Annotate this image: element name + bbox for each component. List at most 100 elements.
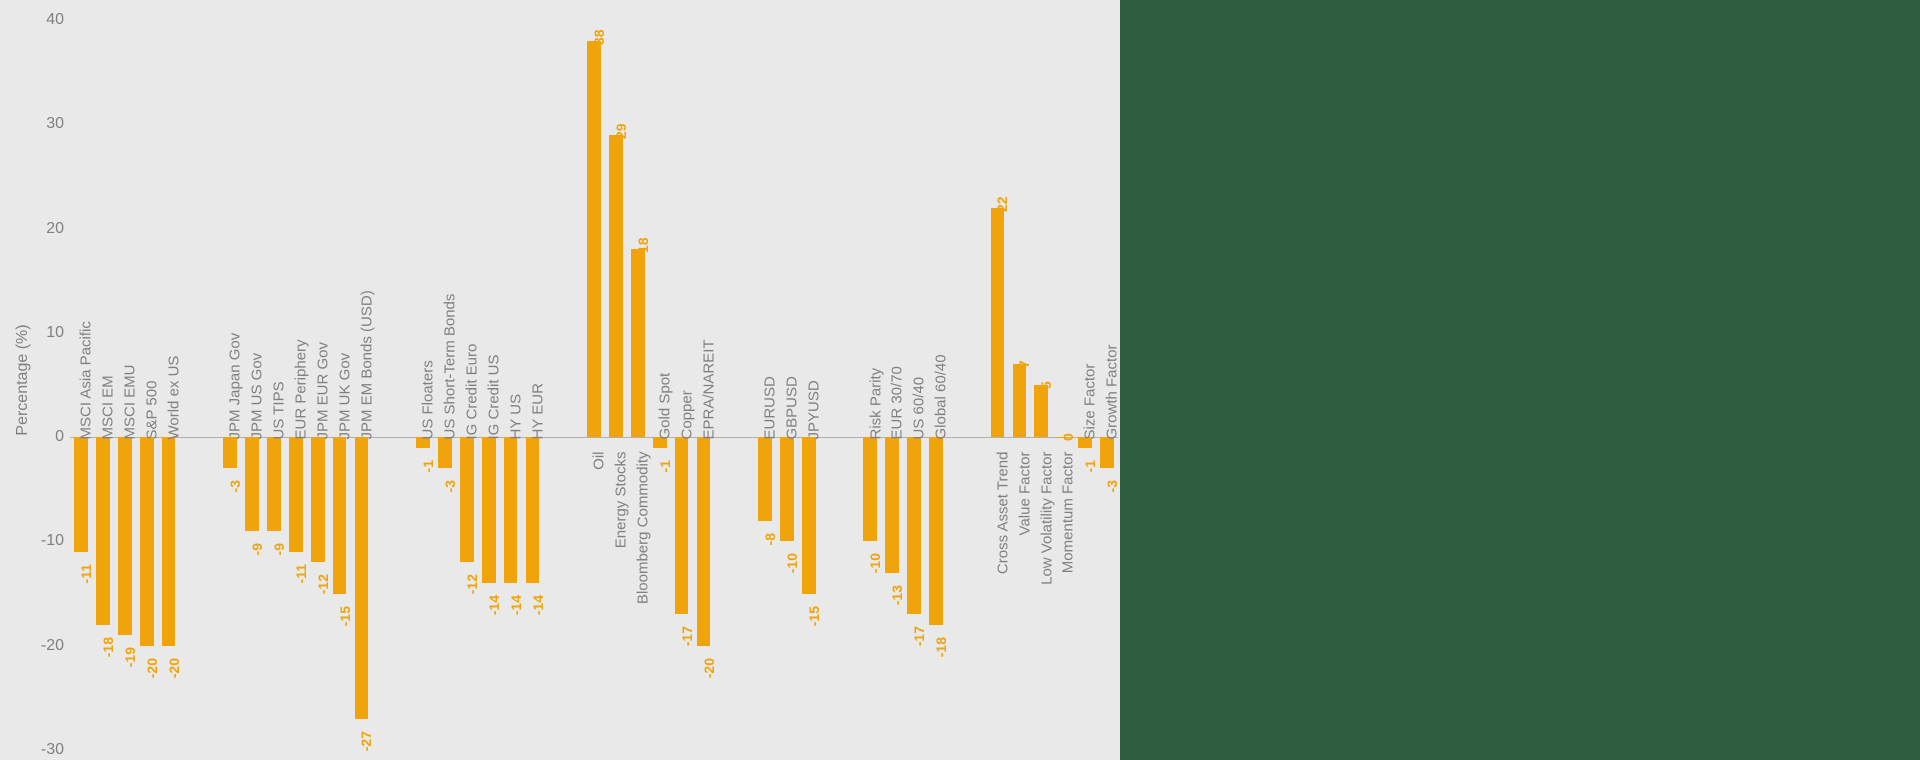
value-label: -18	[933, 637, 949, 657]
category-label: US Short-Term Bonds	[442, 294, 459, 440]
bar	[991, 208, 1005, 437]
value-label: -20	[144, 658, 160, 678]
bar	[438, 437, 452, 468]
category-label: IG Credit Euro	[464, 344, 481, 440]
value-label: -14	[530, 595, 546, 615]
category-label: Cross Asset Trend	[994, 452, 1011, 575]
bar	[289, 437, 303, 552]
value-label: -14	[486, 595, 502, 615]
bar	[118, 437, 132, 635]
category-label: JPM US Gov	[249, 353, 266, 440]
value-label: 5	[1038, 381, 1054, 389]
value-label: -12	[315, 574, 331, 594]
category-label: GBPUSD	[784, 376, 801, 439]
bar	[907, 437, 921, 614]
bar	[885, 437, 899, 573]
value-label: -8	[762, 533, 778, 545]
value-label: -17	[679, 626, 695, 646]
bar	[1034, 385, 1048, 437]
category-label: Momentum Factor	[1060, 452, 1077, 574]
value-label: -10	[867, 553, 883, 573]
value-label: -3	[442, 480, 458, 492]
category-label: MSCI EMU	[122, 365, 139, 440]
value-label: -15	[337, 606, 353, 626]
y-tick-label: 20	[14, 220, 64, 238]
category-label: Oil	[591, 452, 608, 470]
category-label: JPM EUR Gov	[314, 342, 331, 440]
category-label: JPM EM Bonds (USD)	[358, 290, 375, 439]
value-label: -15	[806, 606, 822, 626]
bar	[223, 437, 237, 468]
category-label: S&P 500	[143, 381, 160, 440]
bar	[96, 437, 110, 625]
category-label: World ex US	[165, 356, 182, 440]
value-label: -9	[249, 543, 265, 555]
category-label: US Floaters	[420, 360, 437, 439]
category-label: HY EUR	[529, 383, 546, 439]
value-label: -1	[657, 460, 673, 472]
bar	[140, 437, 154, 646]
y-tick-label: -20	[14, 637, 64, 655]
value-label: -12	[464, 574, 480, 594]
bar	[460, 437, 474, 562]
bar	[758, 437, 772, 520]
value-label: -3	[1104, 480, 1120, 492]
value-label: 0	[1060, 433, 1076, 441]
value-label: -1	[1082, 460, 1098, 472]
value-label: -18	[100, 637, 116, 657]
category-label: US TIPS	[271, 382, 288, 440]
category-label: JPYUSD	[806, 380, 823, 439]
value-label: -27	[358, 731, 374, 751]
bar	[863, 437, 877, 541]
category-label: EPRA/NAREIT	[700, 340, 717, 440]
category-label: Low Volatility Factor	[1038, 452, 1055, 585]
value-label: -14	[508, 595, 524, 615]
value-label: -20	[166, 658, 182, 678]
bar	[929, 437, 943, 625]
bar	[355, 437, 369, 719]
category-label: Growth Factor	[1104, 345, 1121, 440]
bar	[780, 437, 794, 541]
category-label: JPM UK Gov	[336, 353, 353, 440]
category-label: Bloomberg Commodity	[635, 452, 652, 605]
right-panel	[1120, 0, 1920, 760]
bar	[697, 437, 711, 646]
bar	[267, 437, 281, 531]
y-tick-label: 30	[14, 115, 64, 133]
category-label: MSCI Asia Pacific	[78, 321, 95, 439]
y-tick-label: 10	[14, 324, 64, 342]
bar	[162, 437, 176, 646]
bar	[1013, 364, 1027, 437]
bar	[587, 41, 601, 437]
value-label: -17	[911, 626, 927, 646]
category-label: US 60/40	[911, 377, 928, 440]
value-label: -9	[271, 543, 287, 555]
category-label: Copper	[678, 390, 695, 439]
value-label: -1	[420, 460, 436, 472]
value-label: 22	[994, 196, 1010, 212]
y-tick-label: -10	[14, 532, 64, 550]
y-tick-label: -30	[14, 741, 64, 759]
category-label: Risk Parity	[867, 368, 884, 440]
category-label: Energy Stocks	[613, 452, 630, 549]
bar	[504, 437, 518, 583]
page-root: Percentage (%) -30-20-10010203040MSCI As…	[0, 0, 1920, 760]
value-label: 29	[613, 123, 629, 139]
value-label: -20	[701, 658, 717, 678]
bar	[245, 437, 259, 531]
category-label: EUR 30/70	[889, 366, 906, 439]
bar	[675, 437, 689, 614]
value-label: 18	[635, 238, 651, 254]
value-label: -3	[227, 480, 243, 492]
category-label: Global 60/40	[933, 355, 950, 440]
value-label: -10	[784, 553, 800, 573]
bar	[802, 437, 816, 593]
category-label: IG Credit US	[486, 355, 503, 440]
asset-returns-bar-chart: Percentage (%) -30-20-10010203040MSCI As…	[0, 0, 1120, 760]
value-label: -19	[122, 647, 138, 667]
bar	[333, 437, 347, 593]
y-tick-label: 0	[14, 428, 64, 446]
bar	[482, 437, 496, 583]
category-label: Gold Spot	[657, 373, 674, 440]
value-label: -11	[78, 564, 94, 583]
